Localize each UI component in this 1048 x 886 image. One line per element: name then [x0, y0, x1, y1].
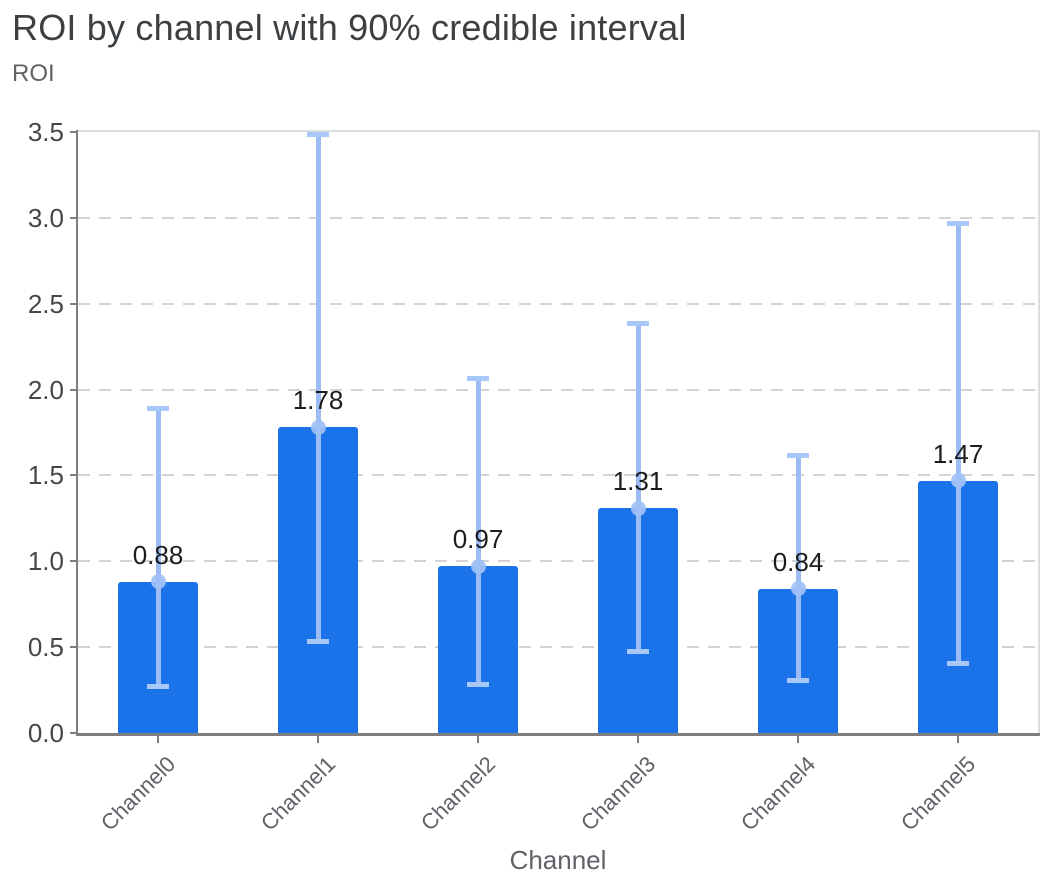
bar-value-label: 1.47 — [932, 438, 984, 469]
y-gridline — [78, 216, 1038, 219]
y-tick-label: 2.0 — [27, 374, 64, 405]
x-tick-label: Channel2 — [415, 751, 500, 836]
error-bar-cap-bottom — [627, 649, 649, 655]
x-axis-tick — [317, 734, 319, 743]
y-axis-tick — [70, 646, 78, 649]
bar-value-label: 0.88 — [132, 539, 184, 570]
error-bar-cap-bottom — [467, 681, 489, 687]
error-bar-cap-top — [147, 406, 169, 412]
y-tick-label: 0.5 — [27, 632, 64, 663]
y-tick-label: 2.5 — [27, 288, 64, 319]
y-tick-label: 0.0 — [27, 718, 64, 748]
mean-point-marker — [470, 558, 486, 574]
y-gridline — [78, 560, 1038, 563]
y-tick-label: 3.0 — [27, 202, 64, 233]
error-bar-line — [475, 377, 481, 685]
y-gridline — [78, 302, 1038, 305]
x-tick-label: Channel5 — [895, 751, 980, 836]
error-bar-cap-top — [627, 320, 649, 326]
y-axis-tick — [70, 131, 78, 133]
x-axis-tick — [157, 734, 159, 743]
x-axis-tick — [637, 734, 639, 743]
y-axis-tick — [70, 474, 78, 477]
error-bar-cap-bottom — [147, 683, 169, 689]
y-axis-title: ROI — [12, 60, 55, 87]
mean-point-marker — [150, 574, 166, 590]
error-bar-line — [795, 454, 801, 682]
y-axis-line — [76, 130, 78, 733]
error-bar-line — [635, 322, 641, 653]
bar-value-label: 0.97 — [452, 524, 504, 555]
bar-value-label: 1.78 — [292, 385, 344, 416]
error-bar-line — [155, 408, 161, 687]
x-tick-label: Channel1 — [255, 751, 340, 836]
error-bar-cap-top — [307, 131, 329, 137]
y-tick-label: 1.5 — [27, 460, 64, 491]
x-axis-tick — [957, 734, 959, 743]
mean-point-marker — [950, 473, 966, 489]
y-gridline — [78, 646, 1038, 649]
error-bar-cap-bottom — [947, 661, 969, 667]
mean-point-marker — [790, 581, 806, 597]
y-axis-tick — [70, 302, 78, 305]
bar-value-label: 1.31 — [612, 466, 664, 497]
plot-border-top — [78, 130, 1040, 132]
x-tick-label: Channel4 — [735, 751, 820, 836]
chart-title: ROI by channel with 90% credible interva… — [12, 7, 687, 48]
y-gridline — [78, 474, 1038, 477]
x-axis-tick — [797, 734, 799, 743]
bar-value-label: 0.84 — [772, 546, 824, 577]
mean-point-marker — [630, 500, 646, 516]
error-bar-cap-bottom — [787, 678, 809, 684]
y-gridline — [78, 388, 1038, 391]
error-bar-line — [955, 223, 961, 665]
plot-border-right — [1038, 130, 1040, 733]
x-axis-tick — [477, 734, 479, 743]
error-bar-cap-bottom — [307, 638, 329, 644]
x-axis-line — [76, 733, 1040, 736]
mean-point-marker — [310, 419, 326, 435]
y-tick-label: 3.5 — [27, 117, 64, 147]
x-tick-label: Channel0 — [95, 751, 180, 836]
y-axis-tick — [70, 216, 78, 219]
y-tick-label: 1.0 — [27, 546, 64, 577]
y-axis-tick — [70, 560, 78, 563]
error-bar-cap-top — [787, 452, 809, 458]
error-bar-cap-top — [467, 375, 489, 381]
x-axis-title: Channel — [509, 845, 607, 875]
y-axis-tick — [70, 388, 78, 391]
x-tick-label: Channel3 — [575, 751, 660, 836]
y-axis-tick — [70, 732, 78, 734]
error-bar-cap-top — [947, 221, 969, 226]
error-bar-line — [315, 133, 321, 642]
